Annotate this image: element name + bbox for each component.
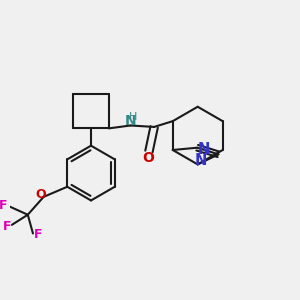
Text: N: N bbox=[197, 142, 210, 157]
Text: N: N bbox=[195, 154, 207, 169]
Text: F: F bbox=[2, 220, 11, 233]
Text: F: F bbox=[0, 199, 8, 212]
Text: N: N bbox=[125, 114, 136, 128]
Text: H: H bbox=[129, 112, 137, 122]
Text: O: O bbox=[35, 188, 46, 201]
Text: O: O bbox=[142, 151, 154, 165]
Text: F: F bbox=[34, 228, 42, 242]
